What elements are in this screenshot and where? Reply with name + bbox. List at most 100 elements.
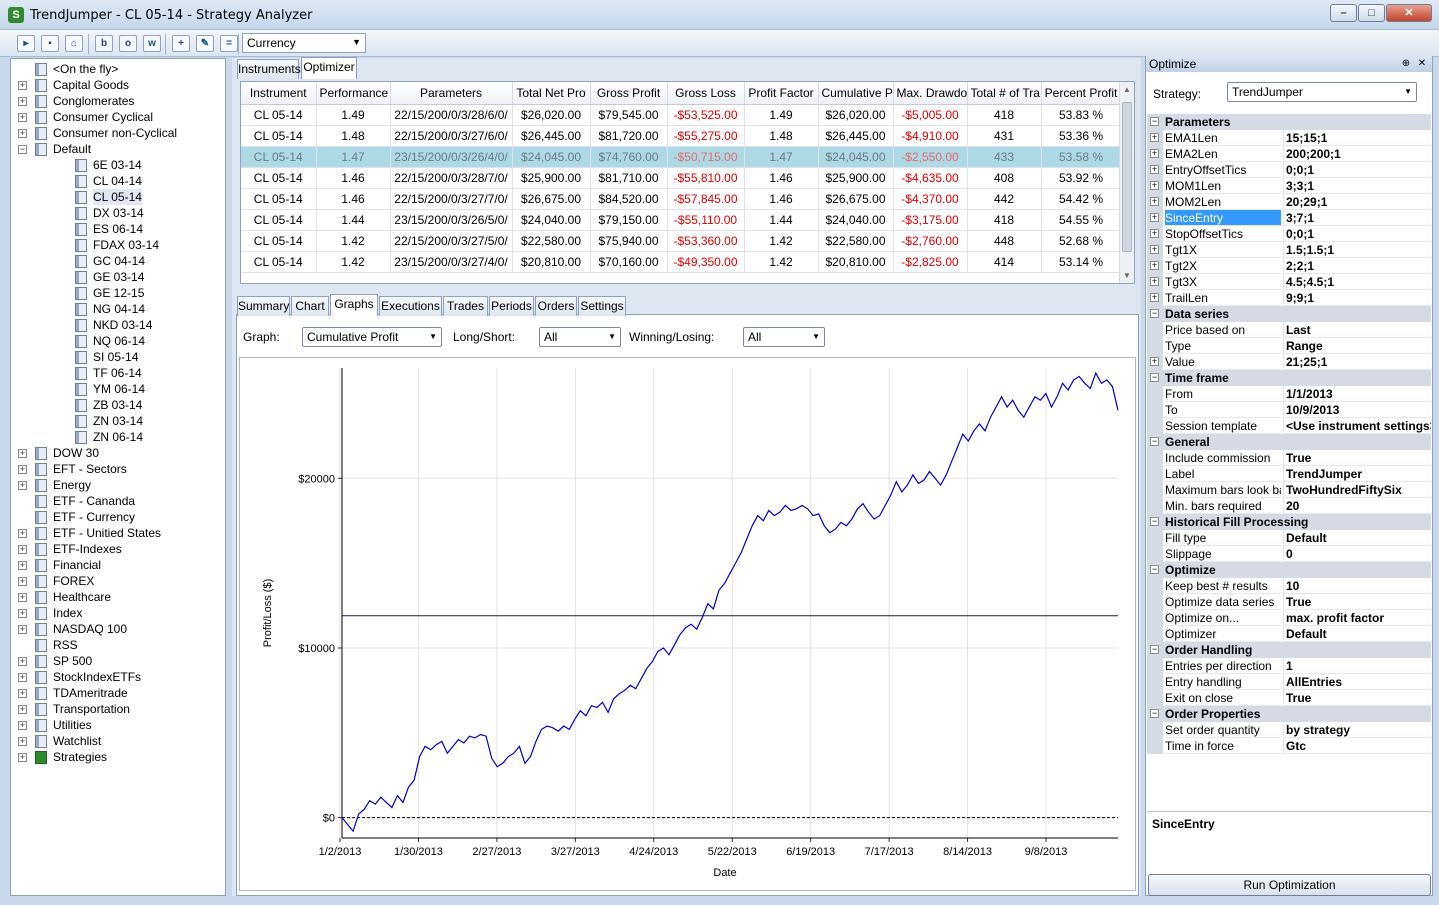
- collapse-icon[interactable]: −: [18, 144, 27, 154]
- tab-settings[interactable]: Settings: [578, 296, 626, 316]
- expand-icon[interactable]: +: [1150, 180, 1159, 190]
- property-value[interactable]: TwoHundredFiftySix: [1283, 482, 1431, 498]
- expand-icon[interactable]: +: [18, 544, 27, 554]
- property-row[interactable]: To 10/9/2013: [1147, 402, 1431, 418]
- property-value[interactable]: Range: [1283, 338, 1431, 354]
- expand-icon[interactable]: +: [18, 688, 27, 698]
- expand-icon[interactable]: +: [18, 464, 27, 474]
- column-header[interactable]: Cumulative P: [818, 82, 894, 105]
- tree-item[interactable]: + Energy: [11, 477, 225, 493]
- tree-item[interactable]: + Conglomerates: [11, 93, 225, 109]
- tree-item[interactable]: + Index: [11, 605, 225, 621]
- tree-item[interactable]: + Consumer Cyclical: [11, 109, 225, 125]
- open-folder-icon[interactable]: ▸: [17, 35, 35, 52]
- tree-item[interactable]: NKD 03-14: [11, 317, 225, 333]
- tab-trades[interactable]: Trades: [443, 296, 488, 316]
- property-value[interactable]: <Use instrument settings>: [1283, 418, 1431, 434]
- property-category[interactable]: − Order Properties: [1147, 706, 1431, 722]
- property-row[interactable]: + Tgt3X 4.5;4.5;1: [1147, 274, 1431, 290]
- property-row[interactable]: Exit on close True: [1147, 690, 1431, 706]
- tree-item[interactable]: + Consumer non-Cyclical: [11, 125, 225, 141]
- o-icon[interactable]: o: [119, 35, 137, 52]
- property-value[interactable]: True: [1283, 594, 1431, 610]
- expand-icon[interactable]: +: [1150, 148, 1159, 158]
- property-value[interactable]: 2;2;1: [1283, 258, 1431, 274]
- close-icon[interactable]: ✕: [1417, 58, 1427, 69]
- property-value[interactable]: 0: [1283, 546, 1431, 562]
- tree-item[interactable]: GE 03-14: [11, 269, 225, 285]
- tree-item[interactable]: − Default: [11, 141, 225, 157]
- tree-item[interactable]: FDAX 03-14: [11, 237, 225, 253]
- tree-item[interactable]: + ETF-Indexes: [11, 541, 225, 557]
- expand-icon[interactable]: +: [1150, 212, 1159, 222]
- collapse-icon[interactable]: −: [1150, 708, 1159, 718]
- property-row[interactable]: Maximum bars look backTwoHundredFiftySix: [1147, 482, 1431, 498]
- currency-select[interactable]: Currency ▼: [242, 33, 366, 53]
- expand-icon[interactable]: +: [18, 720, 27, 730]
- expand-icon[interactable]: +: [18, 624, 27, 634]
- tree-item[interactable]: + Utilities: [11, 717, 225, 733]
- property-value[interactable]: 10: [1283, 578, 1431, 594]
- edit-icon[interactable]: ✎: [196, 35, 214, 52]
- table-row[interactable]: CL 05-14 1.46 22/15/200/0/3/28/7/0/$25,900…: [241, 167, 1122, 189]
- property-value[interactable]: 9;9;1: [1283, 290, 1431, 306]
- winning-losing-select[interactable]: All ▼: [743, 327, 825, 347]
- expand-icon[interactable]: +: [1150, 196, 1159, 206]
- tree-item[interactable]: + Capital Goods: [11, 77, 225, 93]
- property-row[interactable]: Type Range: [1147, 338, 1431, 354]
- expand-icon[interactable]: +: [1150, 228, 1159, 238]
- table-row[interactable]: CL 05-14 1.42 22/15/200/0/3/27/5/0/$22,580…: [241, 230, 1122, 252]
- tree-item[interactable]: + NASDAQ 100: [11, 621, 225, 637]
- column-header[interactable]: Max. Drawdo: [893, 82, 968, 105]
- expand-icon[interactable]: +: [1150, 132, 1159, 142]
- tab-orders[interactable]: Orders: [535, 296, 577, 316]
- table-row[interactable]: CL 05-14 1.48 22/15/200/0/3/27/6/0/$26,445…: [241, 125, 1122, 147]
- expand-icon[interactable]: +: [18, 128, 27, 138]
- tree-item[interactable]: NQ 06-14: [11, 333, 225, 349]
- property-row[interactable]: Time in force Gtc: [1147, 738, 1431, 754]
- grid-scrollbar[interactable]: ▲ ▼: [1119, 82, 1134, 283]
- property-row[interactable]: Entry handling AllEntries: [1147, 674, 1431, 690]
- expand-icon[interactable]: +: [1150, 260, 1159, 270]
- tree-item[interactable]: 6E 03-14: [11, 157, 225, 173]
- collapse-icon[interactable]: −: [1150, 516, 1159, 526]
- tree-item[interactable]: CL 05-14: [11, 189, 225, 205]
- property-row[interactable]: Optimize data series True: [1147, 594, 1431, 610]
- property-row[interactable]: + EMA1Len 15;15;1: [1147, 130, 1431, 146]
- tree-item[interactable]: CL 04-14: [11, 173, 225, 189]
- tree-item[interactable]: GE 12-15: [11, 285, 225, 301]
- column-header[interactable]: Gross Loss: [667, 82, 745, 105]
- property-value[interactable]: max. profit factor: [1283, 610, 1431, 626]
- property-row[interactable]: Label TrendJumper: [1147, 466, 1431, 482]
- tab-optimizer[interactable]: Optimizer: [301, 57, 357, 79]
- property-value[interactable]: 200;200;1: [1283, 146, 1431, 162]
- collapse-icon[interactable]: −: [1150, 564, 1159, 574]
- tab-graphs[interactable]: Graphs: [330, 294, 378, 316]
- property-value[interactable]: 0;0;1: [1283, 162, 1431, 178]
- minimize-button[interactable]: –: [1330, 4, 1357, 22]
- expand-icon[interactable]: +: [1150, 356, 1159, 366]
- tab-chart[interactable]: Chart: [291, 296, 329, 316]
- tree-item[interactable]: ZB 03-14: [11, 397, 225, 413]
- collapse-icon[interactable]: −: [1150, 644, 1159, 654]
- property-value[interactable]: 1.5;1.5;1: [1283, 242, 1431, 258]
- scroll-up-icon[interactable]: ▲: [1123, 85, 1131, 94]
- tree-item[interactable]: NG 04-14: [11, 301, 225, 317]
- table-row[interactable]: CL 05-14 1.47 23/15/200/0/3/26/4/0/$24,045…: [241, 146, 1122, 168]
- expand-icon[interactable]: +: [18, 704, 27, 714]
- tree-item[interactable]: DX 03-14: [11, 205, 225, 221]
- expand-icon[interactable]: +: [18, 576, 27, 586]
- property-category[interactable]: − Parameters: [1147, 114, 1431, 130]
- property-row[interactable]: Include commission True: [1147, 450, 1431, 466]
- tree-item[interactable]: + ETF - Unitied States: [11, 525, 225, 541]
- expand-icon[interactable]: +: [18, 592, 27, 602]
- property-row[interactable]: Fill type Default: [1147, 530, 1431, 546]
- collapse-icon[interactable]: −: [1150, 116, 1159, 126]
- property-value[interactable]: Gtc: [1283, 738, 1431, 754]
- scroll-thumb[interactable]: [1122, 102, 1132, 252]
- property-value[interactable]: 15;15;1: [1283, 130, 1431, 146]
- column-header[interactable]: Parameters: [390, 82, 513, 105]
- graph-type-select[interactable]: Cumulative Profit ▼: [302, 327, 442, 347]
- expand-icon[interactable]: +: [18, 112, 27, 122]
- expand-icon[interactable]: +: [18, 736, 27, 746]
